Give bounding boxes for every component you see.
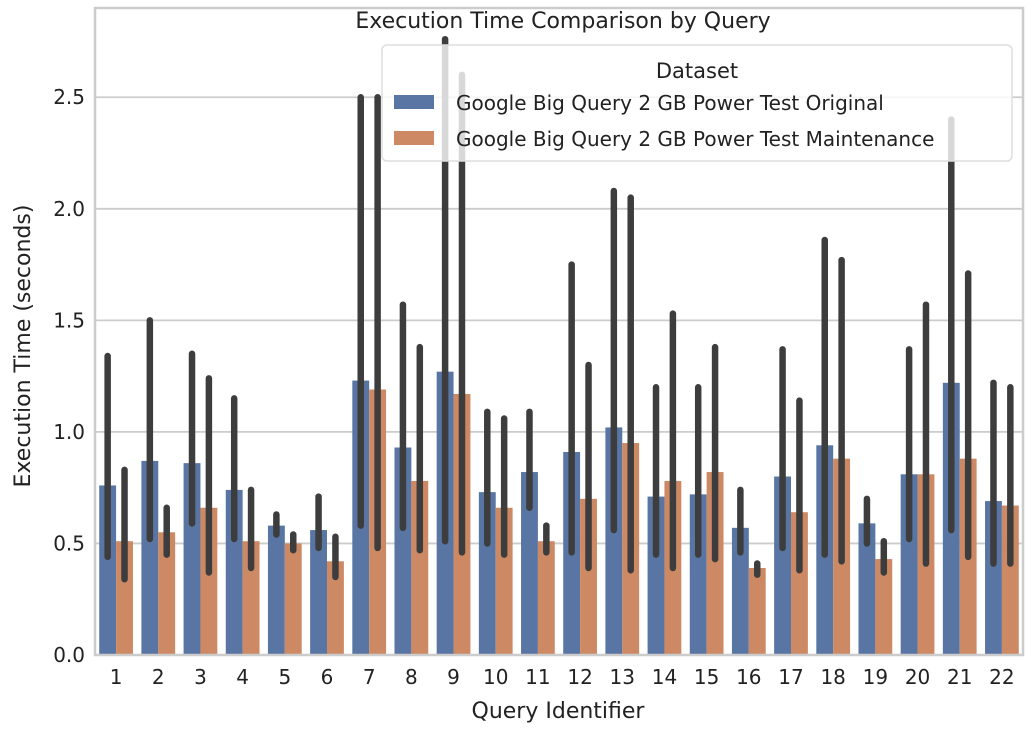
x-tick-label: 7 [363, 665, 376, 689]
legend: Dataset Google Big Query 2 GB Power Test… [381, 44, 1013, 162]
bar-maintenance-q8 [411, 480, 429, 655]
x-tick-label: 8 [405, 665, 418, 689]
x-tick-label: 20 [905, 665, 930, 689]
bar-original-q14 [647, 496, 665, 655]
x-tick-label: 3 [194, 665, 207, 689]
bar-original-q19 [858, 523, 876, 655]
y-axis-ticks: 0.0 0.5 1.0 1.5 2.0 2.5 [53, 85, 85, 667]
legend-title: Dataset [656, 59, 738, 83]
x-axis-ticks: 1 2 3 4 5 6 7 8 9 10 11 12 13 14 15 16 17 18 19 20 21 22 [110, 665, 1015, 689]
bar-maintenance-q10 [495, 507, 513, 655]
bar-original-q6 [310, 530, 327, 655]
legend-swatch-original [394, 95, 434, 109]
x-tick-label: 2 [152, 665, 165, 689]
bar-original-q13 [605, 427, 623, 655]
bar-maintenance-q15 [706, 472, 724, 655]
bar-maintenance-q17 [791, 512, 808, 655]
x-tick-label: 12 [567, 665, 592, 689]
error-bars [104, 35, 1014, 583]
bar-original-q11 [521, 472, 538, 655]
y-tick-label: 2.0 [53, 197, 85, 221]
x-tick-label: 5 [278, 665, 291, 689]
x-tick-label: 4 [236, 665, 249, 689]
x-tick-label: 18 [820, 665, 845, 689]
bar-maintenance-q12 [580, 498, 597, 655]
chart-title: Execution Time Comparison by Query [355, 9, 770, 34]
bar-original-q15 [689, 494, 707, 655]
x-tick-label: 6 [321, 665, 334, 689]
x-axis-title: Query Identifier [472, 699, 646, 724]
y-tick-label: 0.0 [53, 643, 85, 667]
x-tick-label: 17 [778, 665, 803, 689]
y-axis-title: Execution Time (seconds) [11, 205, 36, 488]
bar-original-q8 [394, 447, 412, 655]
legend-box [381, 44, 1013, 162]
y-tick-label: 1.5 [53, 308, 85, 332]
bar-maintenance-q3 [200, 507, 218, 655]
bar-original-q1 [99, 485, 117, 655]
x-tick-label: 1 [110, 665, 123, 689]
plot-area-frame [93, 6, 1025, 657]
x-tick-label: 14 [652, 665, 677, 689]
x-tick-label: 16 [736, 665, 761, 689]
x-tick-label: 21 [947, 665, 972, 689]
y-tick-label: 1.0 [53, 420, 85, 444]
bar-maintenance-q19 [875, 559, 893, 655]
x-tick-label: 10 [483, 665, 508, 689]
bar-original-q5 [267, 525, 285, 655]
y-tick-label: 2.5 [53, 85, 85, 109]
x-tick-label: 11 [525, 665, 550, 689]
x-tick-label: 22 [989, 665, 1014, 689]
bar-original-q10 [478, 492, 496, 655]
bar-original-q20 [900, 474, 918, 655]
x-tick-label: 19 [863, 665, 888, 689]
bar-maintenance-q5 [284, 543, 302, 655]
bar-original-q22 [985, 501, 1002, 655]
bar-original-q4 [225, 489, 243, 655]
legend-label-original: Google Big Query 2 GB Power Test Origina… [456, 91, 884, 115]
bar-maintenance-q6 [327, 561, 344, 655]
y-tick-label: 0.5 [53, 531, 85, 555]
bar-maintenance-q1 [116, 541, 133, 655]
bar-original-q2 [141, 460, 159, 655]
bar-maintenance-q11 [537, 541, 555, 655]
bar-original-q3 [183, 463, 201, 655]
bar-maintenance-q2 [158, 532, 176, 655]
bar-maintenance-q16 [748, 567, 766, 655]
legend-swatch-maintenance [394, 131, 434, 145]
x-tick-label: 15 [694, 665, 719, 689]
x-tick-label: 13 [610, 665, 635, 689]
bar-original-q17 [774, 476, 791, 655]
bar-original-q16 [731, 527, 749, 655]
legend-label-maintenance: Google Big Query 2 GB Power Test Mainten… [456, 127, 934, 151]
bar-maintenance-q22 [1001, 505, 1019, 655]
bar-maintenance-q4 [242, 541, 260, 655]
x-tick-label: 9 [447, 665, 460, 689]
